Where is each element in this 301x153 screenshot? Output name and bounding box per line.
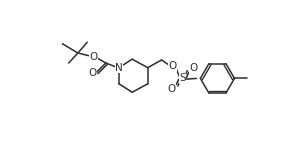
Text: O: O bbox=[89, 52, 98, 62]
Text: O: O bbox=[168, 61, 177, 71]
Text: N: N bbox=[115, 63, 123, 73]
Text: S: S bbox=[179, 73, 186, 83]
Text: O: O bbox=[189, 63, 197, 73]
Text: O: O bbox=[168, 84, 176, 94]
Text: O: O bbox=[88, 68, 97, 78]
